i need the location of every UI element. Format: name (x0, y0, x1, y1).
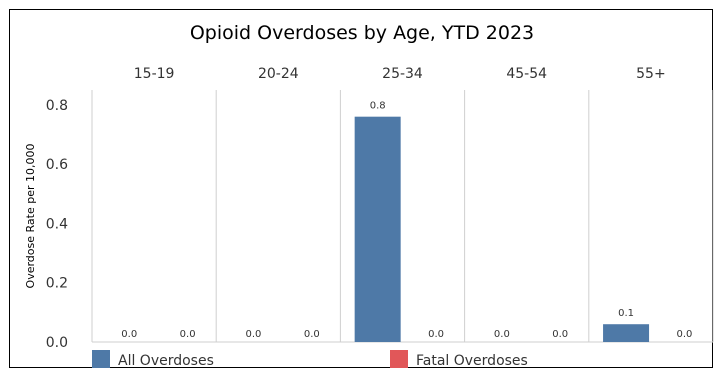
legend-swatch-all-overdoses (92, 350, 110, 368)
data-label: 0.0 (180, 329, 196, 340)
category-label: 45-54 (506, 66, 547, 82)
data-label: 0.0 (304, 329, 320, 340)
data-label: 0.0 (676, 329, 692, 340)
category-label: 20-24 (258, 66, 299, 82)
y-tick-label: 0.2 (46, 276, 68, 292)
bar-chart: Overdose Rate per 10,000 0.0 0.2 0.4 0.6 0.8 1… (24, 66, 714, 369)
legend-label: All Overdoses (118, 353, 214, 369)
data-label: 0.0 (428, 329, 444, 340)
chart-frame: Opioid Overdoses by Age, YTD 2023 Overdo… (9, 9, 714, 369)
y-axis-label: Overdose Rate per 10,000 (24, 144, 37, 289)
y-tick-label: 0.6 (46, 157, 68, 173)
data-label: 0.0 (494, 329, 510, 340)
data-label: 0.1 (618, 308, 634, 319)
category-label: 55+ (636, 66, 666, 82)
data-label: 0.0 (552, 329, 568, 340)
data-label: 0.0 (121, 329, 137, 340)
y-tick-label: 0.4 (46, 216, 68, 232)
bar-all-overdoses (603, 324, 650, 342)
chart-title: Opioid Overdoses by Age, YTD 2023 (189, 22, 535, 44)
bar-all-overdoses (354, 116, 401, 343)
y-tick-label: 0.0 (46, 335, 68, 351)
data-label: 0.0 (246, 329, 262, 340)
data-label: 0.8 (370, 101, 386, 112)
legend-label: Fatal Overdoses (416, 353, 528, 369)
category-label: 15-19 (134, 66, 175, 82)
legend-swatch-fatal-overdoses (390, 350, 408, 368)
category-label: 25-34 (382, 66, 423, 82)
y-tick-label: 0.8 (46, 98, 68, 114)
